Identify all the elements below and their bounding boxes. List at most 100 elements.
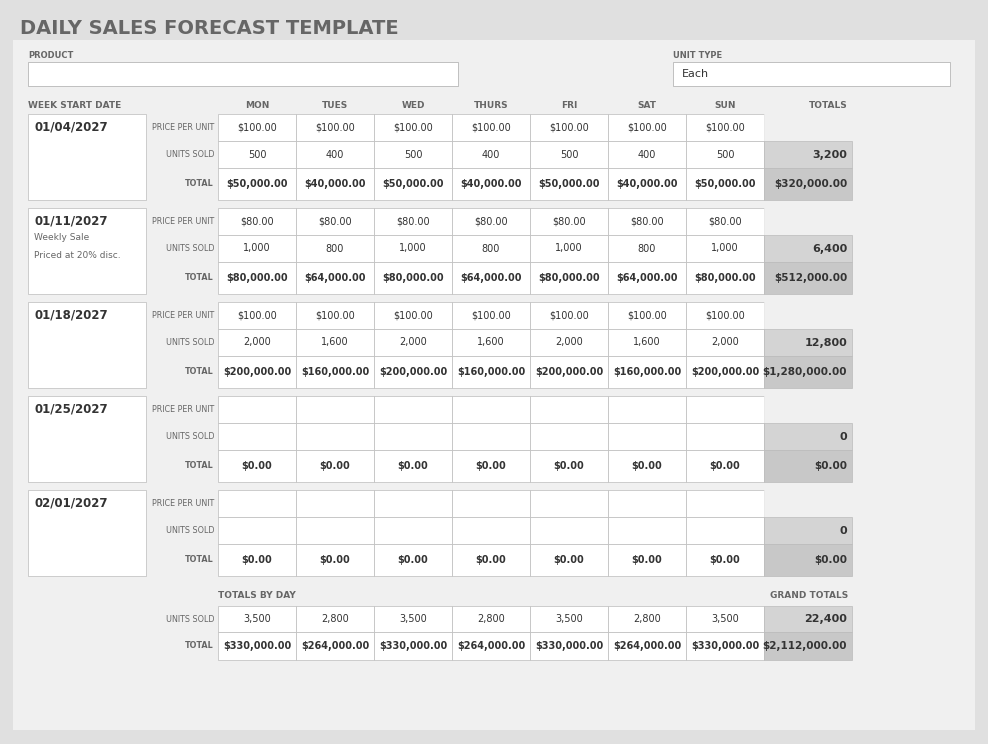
Text: 1,000: 1,000 <box>555 243 583 254</box>
Text: $160,000.00: $160,000.00 <box>456 367 526 377</box>
Bar <box>686 208 764 235</box>
Bar <box>608 396 686 423</box>
Text: Priced at 20% disc.: Priced at 20% disc. <box>34 251 121 260</box>
Text: $100.00: $100.00 <box>393 123 433 132</box>
Bar <box>608 168 686 200</box>
Bar <box>764 235 852 262</box>
Text: UNITS SOLD: UNITS SOLD <box>166 432 214 441</box>
Bar <box>296 168 374 200</box>
Bar <box>218 141 296 168</box>
Text: $100.00: $100.00 <box>393 310 433 321</box>
Bar <box>686 490 764 517</box>
Text: 02/01/2027: 02/01/2027 <box>34 496 108 510</box>
Bar <box>452 517 530 544</box>
Text: $0.00: $0.00 <box>553 555 584 565</box>
Text: $200,000.00: $200,000.00 <box>535 367 603 377</box>
Bar <box>218 302 296 329</box>
Bar <box>686 544 764 576</box>
Bar <box>764 606 852 632</box>
Text: $0.00: $0.00 <box>242 461 273 471</box>
Bar <box>28 490 146 576</box>
Text: $0.00: $0.00 <box>814 555 847 565</box>
Bar <box>530 450 608 482</box>
Text: 1,600: 1,600 <box>633 338 661 347</box>
Bar <box>686 235 764 262</box>
Text: $80,000.00: $80,000.00 <box>695 273 756 283</box>
Text: $330,000.00: $330,000.00 <box>691 641 759 651</box>
Bar <box>218 396 296 423</box>
Bar <box>530 208 608 235</box>
Text: $80.00: $80.00 <box>630 217 664 226</box>
Bar <box>452 450 530 482</box>
Bar <box>530 114 608 141</box>
Bar <box>764 450 852 482</box>
Text: 1,600: 1,600 <box>477 338 505 347</box>
Bar <box>452 168 530 200</box>
Bar <box>452 632 530 660</box>
Bar <box>530 544 608 576</box>
Bar <box>218 606 296 632</box>
Text: Each: Each <box>682 69 709 79</box>
Text: $50,000.00: $50,000.00 <box>226 179 288 189</box>
Bar <box>296 517 374 544</box>
Text: GRAND TOTALS: GRAND TOTALS <box>770 591 848 600</box>
Text: 2,000: 2,000 <box>399 338 427 347</box>
Bar <box>28 208 146 294</box>
Text: 3,200: 3,200 <box>812 150 847 159</box>
Bar <box>452 423 530 450</box>
Bar <box>452 490 530 517</box>
Text: $0.00: $0.00 <box>709 555 740 565</box>
Bar <box>218 168 296 200</box>
Bar <box>686 517 764 544</box>
Text: FRI: FRI <box>561 100 577 109</box>
Text: $64,000.00: $64,000.00 <box>617 273 678 283</box>
Text: 01/04/2027: 01/04/2027 <box>34 121 108 133</box>
Bar <box>686 141 764 168</box>
Text: $512,000.00: $512,000.00 <box>774 273 847 283</box>
Bar <box>452 329 530 356</box>
Text: 12,800: 12,800 <box>804 338 847 347</box>
Bar <box>296 262 374 294</box>
Text: $80.00: $80.00 <box>708 217 742 226</box>
Bar <box>452 606 530 632</box>
Text: PRICE PER UNIT: PRICE PER UNIT <box>152 123 214 132</box>
Bar <box>374 262 452 294</box>
Text: TOTAL: TOTAL <box>186 461 214 470</box>
Bar <box>686 168 764 200</box>
Text: PRICE PER UNIT: PRICE PER UNIT <box>152 499 214 508</box>
Text: TOTAL: TOTAL <box>186 179 214 188</box>
Text: DAILY SALES FORECAST TEMPLATE: DAILY SALES FORECAST TEMPLATE <box>20 19 398 37</box>
Bar <box>764 302 852 329</box>
Text: $40,000.00: $40,000.00 <box>304 179 366 189</box>
Bar <box>608 517 686 544</box>
Bar <box>608 302 686 329</box>
Text: UNITS SOLD: UNITS SOLD <box>166 150 214 159</box>
Text: 2,000: 2,000 <box>711 338 739 347</box>
Bar <box>374 450 452 482</box>
Text: 22,400: 22,400 <box>804 614 847 624</box>
Text: PRICE PER UNIT: PRICE PER UNIT <box>152 405 214 414</box>
Bar <box>296 544 374 576</box>
Bar <box>608 329 686 356</box>
Text: $0.00: $0.00 <box>320 555 351 565</box>
Bar <box>608 632 686 660</box>
Bar <box>686 262 764 294</box>
Bar <box>218 208 296 235</box>
Bar <box>374 632 452 660</box>
Bar <box>452 396 530 423</box>
Bar <box>296 490 374 517</box>
Bar <box>608 356 686 388</box>
Bar <box>608 450 686 482</box>
Bar <box>530 517 608 544</box>
Text: $64,000.00: $64,000.00 <box>304 273 366 283</box>
Bar <box>28 396 146 482</box>
Bar <box>764 262 852 294</box>
Bar <box>218 114 296 141</box>
Text: $64,000.00: $64,000.00 <box>460 273 522 283</box>
Text: $100.00: $100.00 <box>627 310 667 321</box>
Bar <box>530 356 608 388</box>
Bar <box>764 114 852 141</box>
Text: $330,000.00: $330,000.00 <box>535 641 603 651</box>
Bar <box>764 632 852 660</box>
Text: 3,500: 3,500 <box>555 614 583 624</box>
